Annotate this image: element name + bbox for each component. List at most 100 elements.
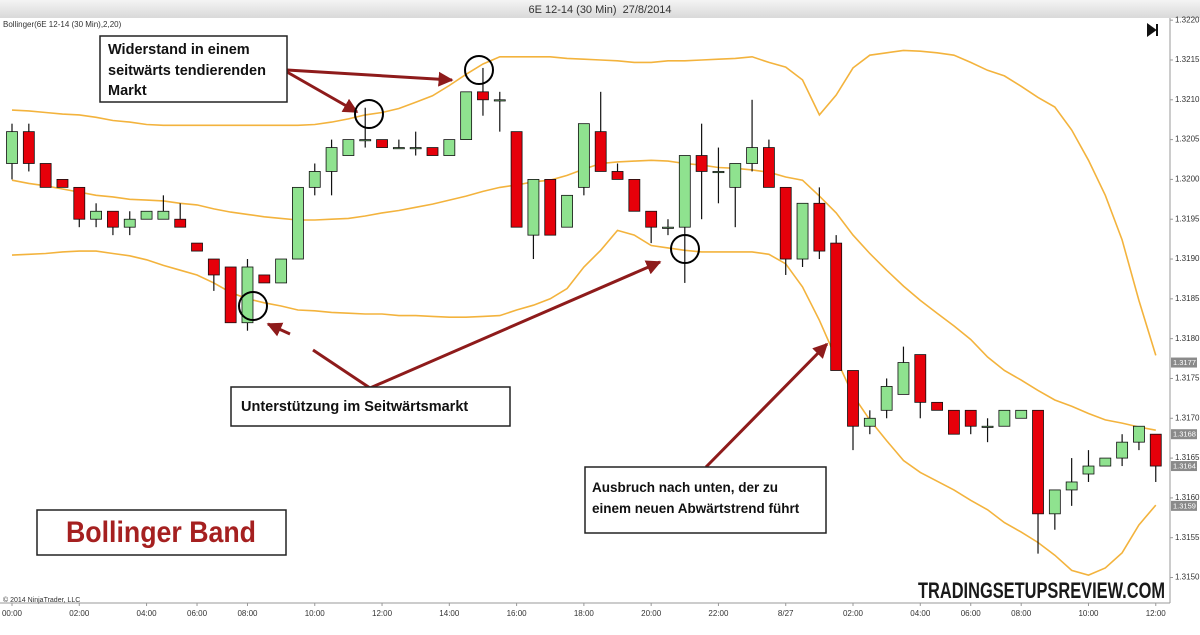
circle [354,99,384,129]
candle-body [39,163,52,188]
candle-body [460,91,473,140]
y-tick-label: 1.3190 [1175,254,1200,263]
candle-body [73,186,86,220]
y-tick-label: 1.3160 [1175,493,1200,502]
price-marker [1171,357,1197,368]
y-tick-label: 1.3210 [1175,95,1200,104]
x-tick-label: 18:00 [574,609,595,618]
candle-body [729,163,742,188]
candle-body [6,131,18,164]
candle-body [426,147,439,156]
x-tick-label: 20:00 [641,609,662,618]
candle-body [561,194,573,228]
price-marker-label: 1.3177 [1173,358,1196,367]
candle-body [140,210,153,220]
candle-body [948,409,960,435]
annotation-box [584,466,827,534]
circle [670,234,700,264]
indicator-label: Bollinger(6E 12-14 (30 Min),2,20) [3,20,122,29]
x-tick-label: 10:00 [305,609,326,618]
arrow [704,342,829,469]
candle-body [308,171,321,188]
candle-body [577,123,590,188]
bollinger-lower [11,229,1157,576]
x-tick-label: 02:00 [843,609,864,618]
candle-body [662,226,674,229]
y-tick-label: 1.3175 [1175,374,1200,383]
candle-body [292,186,304,260]
candle-body [998,409,1011,427]
y-tick-label: 1.3185 [1175,294,1200,303]
candle-body [409,147,422,150]
label-box [36,509,287,556]
candle-body [1116,441,1129,459]
title-bar [0,0,1200,18]
annotation-arrows [266,68,829,469]
candle-body [1133,425,1145,443]
candle-body [493,99,506,102]
candle-body [241,266,254,324]
watermark: TRADINGSETUPSREVIEW.COM [918,578,1165,603]
annotation-text: Unterstützung im Seitwärtsmarkt [241,399,468,415]
y-tick-label: 1.3150 [1175,573,1200,582]
candle-body [1082,465,1095,475]
x-tick-label: 12:00 [372,609,393,618]
candle-body [981,425,994,428]
x-tick-label: 04:00 [910,609,931,618]
candle-body [695,155,708,172]
candle-body [897,362,910,395]
circle [238,291,268,321]
candle-body [678,155,691,228]
candle-body [712,171,725,174]
circle [464,55,494,85]
arrow [286,70,359,114]
annotation-line: Ausbruch nach unten, der zu [592,480,778,495]
candle-body [22,131,35,164]
x-tick-label: 06:00 [961,609,982,618]
candle-body [207,258,220,276]
candle-body [56,179,69,188]
x-tick-label: 00:00 [2,609,23,618]
candle-body [325,147,338,172]
x-tick-label: 10:00 [1078,609,1099,618]
candle-body [628,179,641,212]
annotation-line: Markt [108,83,147,99]
price-marker [1171,429,1197,440]
y-tick-label: 1.3170 [1175,413,1200,422]
y-tick-label: 1.3205 [1175,135,1200,144]
arrow [266,322,291,337]
price-marker-label: 1.3159 [1173,501,1196,510]
candle-body [746,147,758,164]
annotation-line: Widerstand in einem [108,42,250,58]
arrow [286,68,454,87]
candle-body [931,401,943,411]
y-tick-label: 1.3220 [1175,15,1200,24]
candle-body [90,210,102,220]
candle-body [1015,409,1028,419]
candle-body [779,186,792,260]
annotation-line: seitwärts tendierenden [108,63,266,79]
x-tick-label: 08:00 [1011,609,1032,618]
chart-title: 6E 12-14 (30 Min) 27/8/2014 [528,4,671,16]
candle-body [763,147,775,188]
candle-body [392,147,405,150]
x-tick-label: 14:00 [439,609,460,618]
y-tick-label: 1.3180 [1175,334,1200,343]
x-tick-label: 8/27 [778,609,794,618]
candle-body [863,417,876,427]
plot: 1.3150 1.3155 1.3160 1.3165 1.3170 1.3175 1.31… [2,15,1200,618]
candle-body [1032,409,1044,515]
annotation-box [99,35,288,103]
candle-body [123,218,136,228]
x-tick-label: 16:00 [507,609,528,618]
scroll-end-icon[interactable] [1147,23,1158,37]
candle-body [1048,489,1061,515]
candle-body [510,131,523,228]
candle-body [1065,481,1078,491]
x-tick-label: 06:00 [187,609,208,618]
price-marker-label: 1.3164 [1173,462,1196,471]
annotation-box [230,386,511,427]
x-tick-label: 02:00 [69,609,90,618]
x-tick-label: 12:00 [1146,609,1167,618]
